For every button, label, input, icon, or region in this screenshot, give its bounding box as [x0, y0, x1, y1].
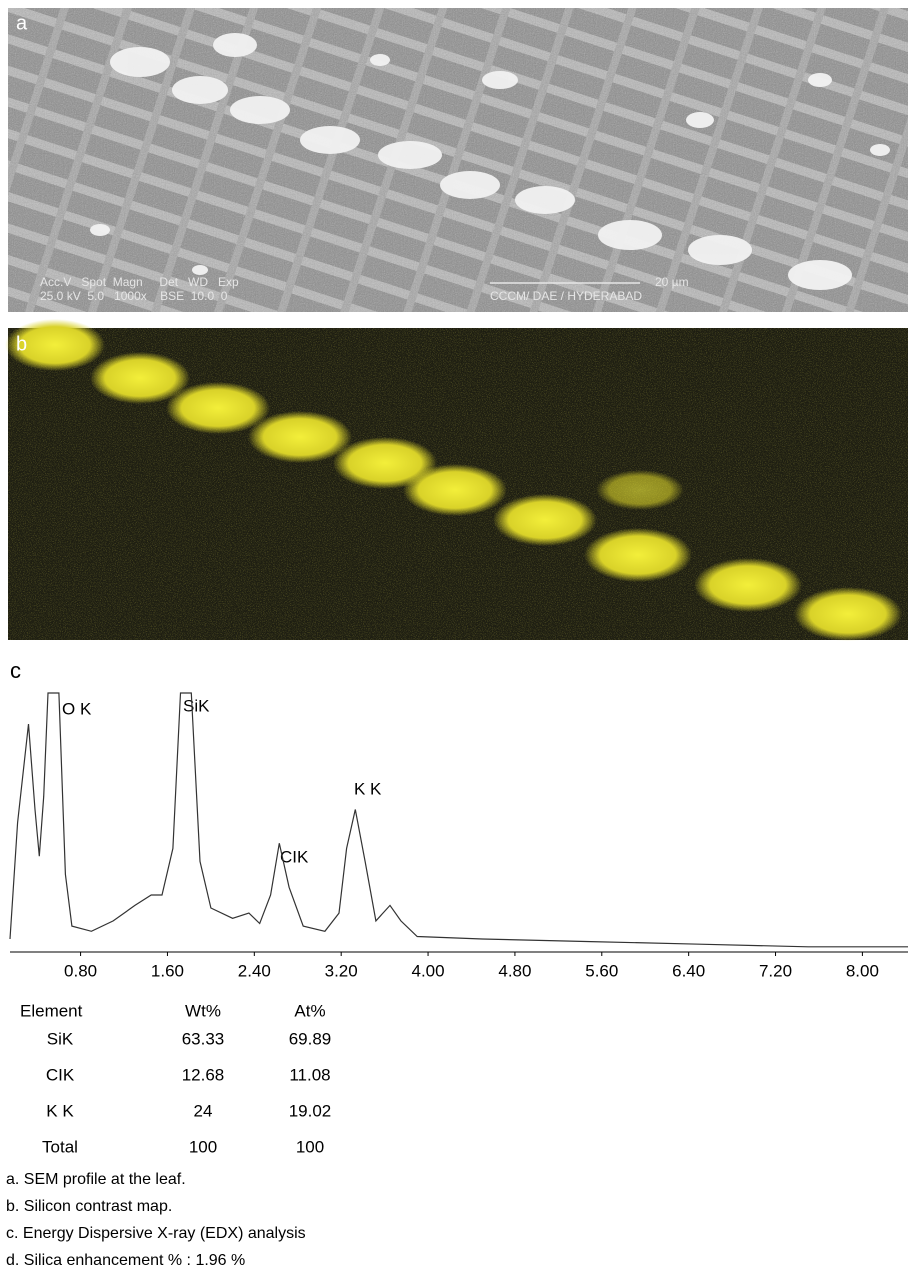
sem-particles	[90, 33, 890, 290]
x-tick-label: 4.00	[412, 961, 445, 980]
silicon-spots	[5, 319, 902, 641]
spectrum-panel: c O K SiK CIK K K 0.80 1.60 2.40 3.20 4.00 4.…	[9, 658, 908, 980]
caption: d. Silica enhancement % : 1.96 %	[6, 1252, 245, 1269]
x-tick-label: 8.00	[846, 961, 879, 980]
table-header: Wt%	[185, 1001, 221, 1020]
caption: a. SEM profile at the leaf.	[6, 1171, 186, 1188]
x-tick-label: 7.20	[759, 961, 792, 980]
table-cell: CIK	[46, 1065, 75, 1084]
sem-info: 25.0 kV 5.0 1000x BSE 10.0 0	[40, 289, 228, 303]
panel-b: b	[5, 319, 908, 641]
caption: b. Silicon contrast map.	[6, 1198, 172, 1215]
scale-label: 20 µm	[655, 275, 689, 289]
results-table: Element Wt% At% SiK 63.33 69.89 CIK 12.68 11.…	[20, 1001, 331, 1156]
captions: a. SEM profile at the leaf. b. Silicon c…	[6, 1171, 306, 1269]
x-tick-label: 3.20	[325, 961, 358, 980]
x-tick-label: 0.80	[64, 961, 97, 980]
panel-label: a	[16, 12, 28, 34]
table-cell: 63.33	[182, 1029, 225, 1048]
table-header: Element	[20, 1001, 83, 1020]
panel-label: c	[10, 658, 21, 683]
table-header: At%	[294, 1001, 325, 1020]
panel-a: a Acc.V Spot Magn Det WD Exp 25.0 kV 5.0…	[8, 8, 908, 312]
table-cell: 19.02	[289, 1101, 332, 1120]
table-cell: 69.89	[289, 1029, 332, 1048]
table-cell: 11.08	[289, 1065, 330, 1084]
peak-label: CIK	[280, 847, 309, 866]
lab-label: CCCM/ DAE / HYDERABAD	[490, 289, 642, 303]
table-cell: 100	[296, 1137, 324, 1156]
peak-label: SiK	[183, 696, 210, 715]
table-cell: 100	[189, 1137, 217, 1156]
table-cell: 12.68	[182, 1065, 225, 1084]
table-cell: Total	[42, 1137, 78, 1156]
caption: c. Energy Dispersive X-ray (EDX) analysi…	[6, 1225, 306, 1242]
x-tick-label: 2.40	[238, 961, 271, 980]
table-cell: K K	[46, 1101, 74, 1120]
panel-label: b	[16, 333, 27, 355]
x-tick-label: 5.60	[585, 961, 618, 980]
sem-info: Acc.V Spot Magn Det WD Exp	[40, 275, 239, 289]
peak-label: K K	[354, 779, 382, 798]
peak-label: O K	[62, 699, 92, 718]
x-tick-label: 1.60	[151, 961, 184, 980]
x-tick-label: 4.80	[498, 961, 531, 980]
x-tick-label: 6.40	[672, 961, 705, 980]
table-cell: SiK	[47, 1029, 74, 1048]
spectrum-line	[9, 692, 908, 948]
table-cell: 24	[194, 1101, 213, 1120]
